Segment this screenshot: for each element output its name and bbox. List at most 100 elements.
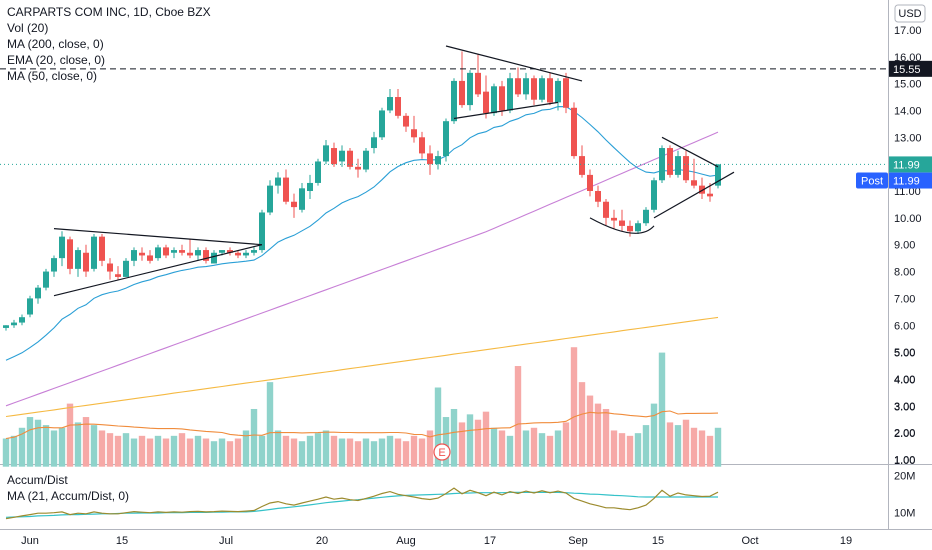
volume-bar — [210, 441, 218, 467]
volume-bar — [466, 414, 474, 467]
price-tick-label: 7.00 — [894, 293, 915, 305]
price-tick-label: 4.00 — [894, 374, 915, 386]
candle-body — [187, 252, 193, 256]
candle-body — [243, 252, 249, 256]
candle-body — [139, 252, 145, 256]
time-tick-label: Jun — [21, 535, 39, 547]
candle-body — [235, 252, 241, 256]
volume-bar — [490, 427, 498, 467]
candle-body — [339, 150, 345, 162]
volume-bar — [626, 435, 634, 467]
legend-accum-dist[interactable]: Accum/Dist — [7, 473, 68, 487]
volume-tick-label: 2.00 — [894, 428, 915, 440]
volume-bar — [58, 427, 66, 467]
price-tick-label: 2.00 — [894, 428, 915, 440]
trendline-drawings: E — [0, 45, 888, 461]
candle-body — [307, 182, 313, 191]
volume-bar — [658, 352, 666, 467]
candle-body — [11, 322, 17, 326]
volume-bar — [362, 438, 370, 467]
post-badge: Post — [856, 172, 888, 189]
time-tick-label: Sep — [568, 535, 588, 547]
candle-body — [531, 78, 537, 100]
candle-body — [363, 150, 369, 170]
time-axis: Jun 15 Jul 20 Aug 17 Sep 15 Oct 19 — [21, 535, 852, 547]
volume-bar — [610, 430, 618, 467]
price-tick-label: 16.00 — [894, 52, 922, 64]
candle-body — [59, 236, 65, 259]
candle-body — [275, 177, 281, 186]
price-tick-label: 5.00 — [894, 347, 915, 359]
candle-body — [507, 78, 513, 111]
candle-body — [587, 174, 593, 191]
candle-body — [563, 78, 569, 108]
candle-body — [691, 180, 697, 186]
triangle-line — [445, 45, 583, 82]
candle-body — [27, 298, 33, 315]
volume-bar — [642, 425, 650, 467]
time-tick-label: 17 — [484, 535, 496, 547]
volume-bars — [2, 347, 722, 467]
price-tick-label: 13.00 — [894, 132, 922, 144]
candle-body — [315, 161, 321, 183]
ma50-line — [5, 131, 719, 407]
volume-bar — [138, 435, 146, 467]
candle-body — [219, 250, 225, 253]
volume-bar — [306, 435, 314, 467]
volume-bar — [674, 425, 682, 467]
volume-bar — [178, 433, 186, 467]
candle-body — [83, 252, 89, 272]
volume-bar — [570, 347, 578, 467]
candle-body — [67, 239, 73, 269]
volume-bar — [18, 427, 26, 467]
legend-ma200[interactable]: MA (200, close, 0) — [7, 37, 104, 51]
volume-bar — [578, 382, 586, 467]
legend-accum-ma[interactable]: MA (21, Accum/Dist, 0) — [7, 489, 130, 503]
candle-body — [171, 250, 177, 253]
volume-bar — [394, 438, 402, 467]
candle-body — [443, 121, 449, 157]
post-badge-box — [856, 172, 888, 189]
candle-body — [291, 201, 297, 208]
volume-bar — [34, 419, 42, 467]
legend-ema20[interactable]: EMA (20, close, 0) — [7, 53, 106, 67]
legend-volume[interactable]: Vol (20) — [7, 21, 49, 35]
candle-body — [475, 72, 481, 95]
volume-bar — [370, 441, 378, 467]
volume-bar — [482, 411, 490, 467]
volume-bar — [186, 438, 194, 467]
post-price-label: 11.99 — [889, 172, 932, 189]
time-tick-label: Aug — [396, 535, 416, 547]
currency-box — [894, 4, 926, 23]
candle-body — [51, 258, 57, 272]
legend-ma50[interactable]: MA (50, close, 0) — [7, 69, 98, 83]
volume-bar — [330, 435, 338, 467]
volume-bar — [338, 438, 346, 467]
price-tick-label: 8.00 — [894, 267, 915, 279]
volume-tick-label: 3.00 — [894, 401, 915, 413]
volume-bar — [170, 435, 178, 467]
volume-bar — [346, 438, 354, 467]
post-price-label-box — [889, 172, 932, 189]
candle-body — [179, 250, 185, 253]
volume-bar — [530, 427, 538, 467]
candle-body — [195, 250, 201, 256]
volume-bar — [202, 438, 210, 467]
candle-body — [411, 129, 417, 138]
pennant-line — [53, 244, 263, 297]
candle-body — [707, 193, 713, 197]
volume-bar — [154, 435, 162, 467]
volume-bar — [594, 403, 602, 467]
candle-body — [107, 263, 113, 272]
time-tick-label: 15 — [652, 535, 664, 547]
symbol-title: CARPARTS COM INC, 1D, Cboe BZX — [7, 5, 211, 19]
candle-body — [427, 153, 433, 165]
volume-bar — [474, 419, 482, 467]
volume-bar — [698, 430, 706, 467]
dashed-price-label-text: 15.55 — [893, 64, 921, 76]
volume-bar — [98, 430, 106, 467]
volume-bar — [458, 422, 466, 467]
candle-body — [579, 156, 585, 175]
volume-bar — [666, 422, 674, 467]
